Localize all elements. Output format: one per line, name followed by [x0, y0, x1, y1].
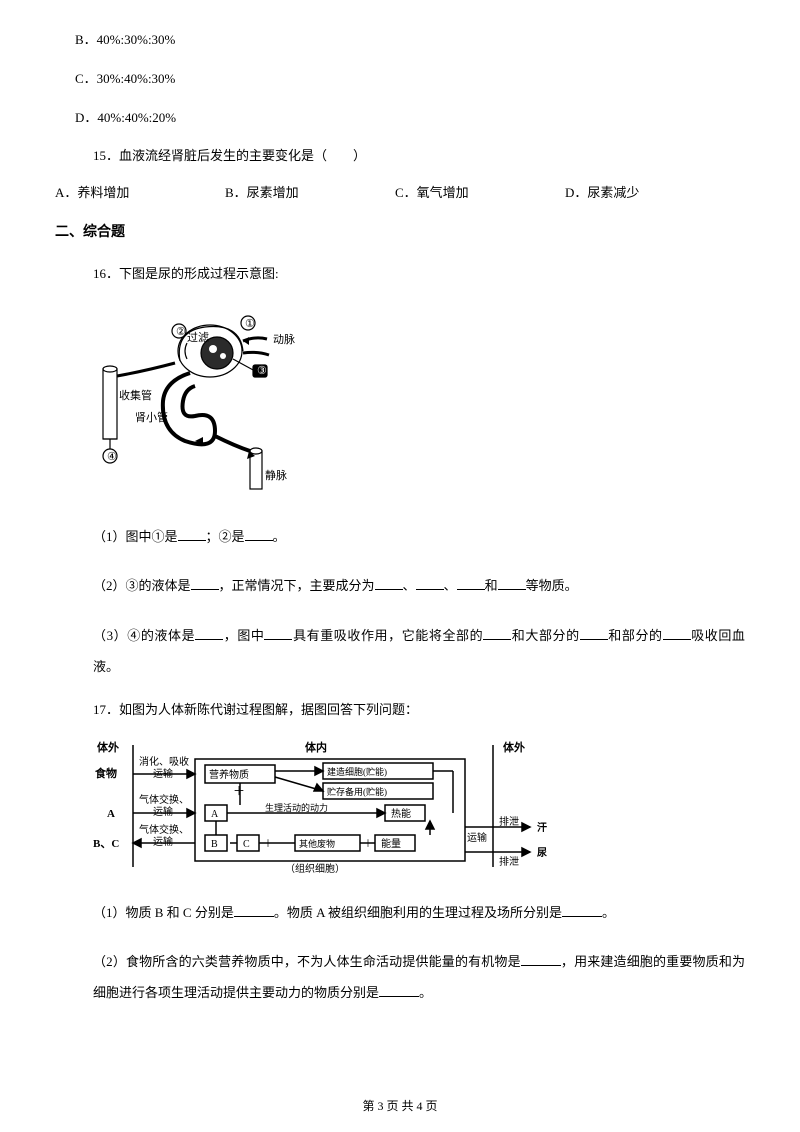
- q17-sub1: （1）物质 B 和 C 分别是 。物质 A 被组织细胞利用的生理过程及场所分别是 。: [55, 897, 745, 928]
- l-urine: 尿: [537, 847, 547, 859]
- label-4: ④: [107, 451, 117, 463]
- l-food: 食物: [95, 766, 117, 780]
- blank: [416, 576, 444, 590]
- label-collect: 收集管: [119, 388, 152, 402]
- l-other: 其他废物: [299, 838, 335, 849]
- l-store: 贮存备用(贮能): [327, 786, 387, 797]
- q16-3b: ，图中: [223, 628, 264, 643]
- label-filter: 过滤: [187, 331, 209, 344]
- q17-sub2: （2）食物所含的六类营养物质中，不为人体生命活动提供能量的有机物是，用来建造细胞…: [55, 946, 745, 1008]
- l-nutrient: 营养物质: [209, 768, 249, 781]
- q17-2c: 。: [419, 985, 432, 1000]
- l-transr: 运输: [467, 831, 487, 844]
- blank: [483, 626, 511, 640]
- l-arrow: 生理活动的动力: [265, 802, 328, 813]
- option-b: B．40%:30%:30%: [55, 30, 745, 51]
- q16-1a: （1）图中①是: [93, 529, 178, 544]
- q16-3e: 和部分的: [608, 628, 663, 643]
- l-inside: 体内: [305, 740, 327, 754]
- l-energy: 能量: [381, 837, 401, 850]
- q16-2f: 等物质。: [526, 578, 578, 593]
- l-trans1: 运输: [153, 767, 173, 780]
- l-ex2: 排泄: [499, 855, 519, 868]
- q17-1a: （1）物质 B 和 C 分别是: [93, 905, 234, 920]
- label-2: ②: [176, 326, 186, 338]
- l-gas1: 气体交换、: [139, 793, 189, 806]
- q16-stem: 16．下图是尿的形成过程示意图:: [55, 264, 745, 285]
- q17-1b: 。物质 A 被组织细胞利用的生理过程及场所分别是: [274, 905, 562, 920]
- blank: [245, 527, 273, 541]
- l-boxa: A: [211, 809, 219, 820]
- blank: [375, 576, 403, 590]
- q16-2c: 、: [403, 578, 416, 593]
- blank: [191, 576, 219, 590]
- option-c: C．30%:40%:30%: [55, 69, 745, 90]
- blank: [663, 626, 691, 640]
- q15-choices: A．养料增加 B．尿素增加 C．氧气增加 D．尿素减少: [55, 183, 745, 204]
- q16-1c: 。: [273, 529, 286, 544]
- blank: [457, 576, 485, 590]
- l-plus: ＋: [233, 784, 245, 798]
- l-bc: B、C: [93, 838, 119, 850]
- l-digest: 消化、吸收: [139, 755, 189, 768]
- page-footer: 第 3 页 共 4 页: [0, 1097, 800, 1116]
- l-heat: 热能: [391, 807, 411, 820]
- q15-choice-c: C．氧气增加: [395, 183, 565, 204]
- blank: [234, 903, 274, 917]
- q16-2a: （2）③的液体是: [93, 578, 191, 593]
- q16-diagram: ① ② ③ ④ 动脉 静脉 收集管 肾小管 过滤: [95, 301, 745, 501]
- blank: [521, 952, 561, 966]
- l-gas2: 气体交换、: [139, 823, 189, 836]
- q16-3a: （3）④的液体是: [93, 628, 195, 643]
- q17-1c: 。: [602, 905, 615, 920]
- q16-3d: 和大部分的: [511, 628, 580, 643]
- l-plus3: ＋: [363, 839, 373, 850]
- blank: [178, 527, 206, 541]
- l-ex1: 排泄: [499, 815, 519, 828]
- q17-diagram: 体外 体内 体外 食物 A B、C 消化、吸收 运输 气体交换、 运输 气体交换…: [75, 737, 745, 877]
- q16-sub2: （2）③的液体是 ，正常情况下，主要成分为 、 、 和 等物质。: [55, 570, 745, 601]
- label-3: ③: [257, 365, 267, 377]
- l-trans3: 运输: [153, 835, 173, 848]
- l-outside-l: 体外: [97, 740, 119, 754]
- l-outside-r: 体外: [503, 740, 525, 754]
- section-2-title: 二、综合题: [55, 222, 745, 244]
- blank: [498, 576, 526, 590]
- blank: [264, 626, 292, 640]
- l-boxc: C: [243, 839, 250, 850]
- label-tubule: 肾小管: [135, 410, 168, 424]
- label-vein: 静脉: [265, 468, 287, 482]
- l-plus2: ＋: [263, 839, 273, 850]
- blank: [195, 626, 223, 640]
- l-trans2: 运输: [153, 805, 173, 818]
- q17-2a: （2）食物所含的六类营养物质中，不为人体生命活动提供能量的有机物是: [93, 954, 521, 969]
- blank: [379, 983, 419, 997]
- q16-2b: ，正常情况下，主要成分为: [219, 578, 375, 593]
- q17-stem: 17．如图为人体新陈代谢过程图解，据图回答下列问题：: [55, 700, 745, 721]
- q16-sub1: （1）图中①是 ；②是 。: [55, 521, 745, 552]
- q16-1b: ；②是: [206, 529, 245, 544]
- l-sweat: 汗: [537, 821, 547, 834]
- q16-2d: 、: [444, 578, 457, 593]
- blank: [562, 903, 602, 917]
- q16-3c: 具有重吸收作用，它能将全部的: [292, 628, 483, 643]
- l-a: A: [107, 808, 115, 820]
- blank: [580, 626, 608, 640]
- label-artery: 动脉: [273, 332, 295, 346]
- q16-2e: 和: [485, 578, 498, 593]
- l-build: 建造细胞(贮能): [327, 766, 387, 777]
- q15-choice-b: B．尿素增加: [225, 183, 395, 204]
- q15-stem: 15．血液流经肾脏后发生的主要变化是（ ）: [55, 146, 745, 167]
- q15-choice-a: A．养料增加: [55, 183, 225, 204]
- q16-sub3: （3）④的液体是，图中具有重吸收作用，它能将全部的和大部分的和部分的吸收回血液。: [55, 620, 745, 682]
- option-d: D．40%:40%:20%: [55, 108, 745, 129]
- label-1: ①: [245, 318, 255, 330]
- l-tissue: （组织细胞）: [285, 862, 345, 875]
- q15-choice-d: D．尿素减少: [565, 183, 735, 204]
- l-boxb: B: [211, 839, 218, 850]
